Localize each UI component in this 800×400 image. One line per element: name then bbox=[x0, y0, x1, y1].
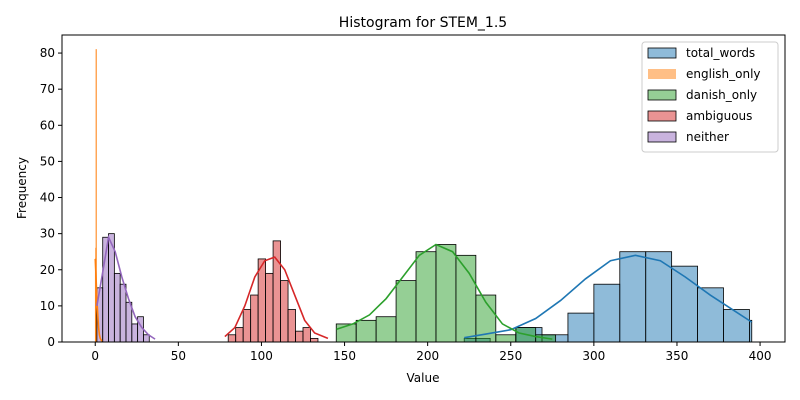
y-tick-label: 0 bbox=[47, 335, 55, 349]
bar-danish_only-3 bbox=[395, 280, 417, 343]
kde-line-ambiguous bbox=[224, 256, 329, 340]
bar-ambiguous-0 bbox=[227, 334, 237, 343]
x-ticks: 0 50 100 150 200 250 300 350 400 bbox=[91, 342, 772, 363]
y-tick-label: 50 bbox=[40, 154, 55, 168]
bar-ambiguous-10 bbox=[302, 327, 311, 343]
x-tick-label: 250 bbox=[499, 349, 522, 363]
y-tick-label: 30 bbox=[40, 227, 55, 241]
y-tick-label: 40 bbox=[40, 191, 55, 205]
legend-label-neither: neither bbox=[686, 130, 729, 144]
bar-ambiguous-11 bbox=[310, 337, 319, 343]
legend-label-english_only: english_only bbox=[686, 67, 761, 81]
kde-line-total_words bbox=[464, 254, 753, 339]
kde-layer bbox=[94, 234, 753, 342]
bar-ambiguous-4 bbox=[257, 258, 267, 343]
x-tick-label: 350 bbox=[666, 349, 689, 363]
kde-line-english_only bbox=[94, 258, 103, 342]
bar-ambiguous-8 bbox=[287, 309, 296, 343]
bar-neither-3 bbox=[113, 272, 121, 343]
x-axis-label: Value bbox=[407, 371, 440, 385]
kde-line-neither bbox=[96, 234, 156, 340]
bar-danish_only-4 bbox=[415, 251, 437, 343]
bar-ambiguous-5 bbox=[265, 272, 274, 343]
bar-danish_only-8 bbox=[495, 334, 517, 343]
x-tick-label: 200 bbox=[416, 349, 439, 363]
bar-total_words-7 bbox=[645, 251, 673, 343]
x-tick-label: 300 bbox=[582, 349, 605, 363]
bar-ambiguous-3 bbox=[250, 294, 259, 343]
bar-total_words-9 bbox=[697, 287, 724, 343]
bar-neither-8 bbox=[143, 334, 150, 343]
y-tick-label: 80 bbox=[40, 46, 55, 60]
x-tick-label: 100 bbox=[250, 349, 273, 363]
bar-ambiguous-9 bbox=[295, 330, 304, 343]
bar-neither-5 bbox=[125, 301, 133, 343]
x-tick-label: 50 bbox=[171, 349, 186, 363]
x-tick-label: 0 bbox=[91, 349, 99, 363]
chart-title: Histogram for STEM_1.5 bbox=[339, 15, 507, 31]
bar-danish_only-2 bbox=[375, 316, 397, 343]
legend-label-danish_only: danish_only bbox=[686, 88, 757, 102]
bar-total_words-6 bbox=[619, 251, 647, 343]
bar-total_words-11 bbox=[749, 319, 753, 343]
legend-swatch-neither bbox=[647, 131, 677, 143]
bars-layer bbox=[94, 49, 753, 343]
y-tick-label: 10 bbox=[40, 299, 55, 313]
x-tick-label: 400 bbox=[749, 349, 772, 363]
y-tick-label: 60 bbox=[40, 118, 55, 132]
legend-swatch-total_words bbox=[647, 47, 677, 59]
legend-label-ambiguous: ambiguous bbox=[686, 109, 752, 123]
legend-swatch-ambiguous bbox=[647, 110, 677, 122]
y-axis-label: Frequency bbox=[15, 157, 29, 219]
bar-total_words-4 bbox=[567, 312, 595, 343]
bar-total_words-10 bbox=[723, 309, 750, 343]
kde-line-danish_only bbox=[335, 243, 553, 340]
bar-ambiguous-6 bbox=[272, 240, 281, 343]
bar-total_words-5 bbox=[593, 283, 621, 343]
legend-swatch-danish_only bbox=[647, 89, 677, 101]
bar-neither-4 bbox=[119, 283, 127, 343]
bar-danish_only-5 bbox=[435, 244, 457, 343]
y-tick-label: 20 bbox=[40, 263, 55, 277]
x-tick-label: 150 bbox=[333, 349, 356, 363]
y-ticks: 0 10 20 30 40 50 60 70 80 bbox=[40, 46, 62, 349]
legend: total_words english_only danish_onlyambigu… bbox=[641, 41, 779, 153]
plot-area-frame bbox=[61, 34, 786, 343]
bar-neither-6 bbox=[131, 323, 139, 343]
y-tick-label: 70 bbox=[40, 82, 55, 96]
bar-danish_only-1 bbox=[355, 319, 377, 343]
bar-total_words-8 bbox=[671, 265, 698, 343]
legend-label-total_words: total_words bbox=[686, 46, 755, 60]
bar-ambiguous-7 bbox=[280, 280, 289, 343]
bar-ambiguous-2 bbox=[242, 309, 252, 343]
legend-swatch-english_only bbox=[648, 69, 676, 79]
bar-ambiguous-1 bbox=[235, 327, 244, 343]
